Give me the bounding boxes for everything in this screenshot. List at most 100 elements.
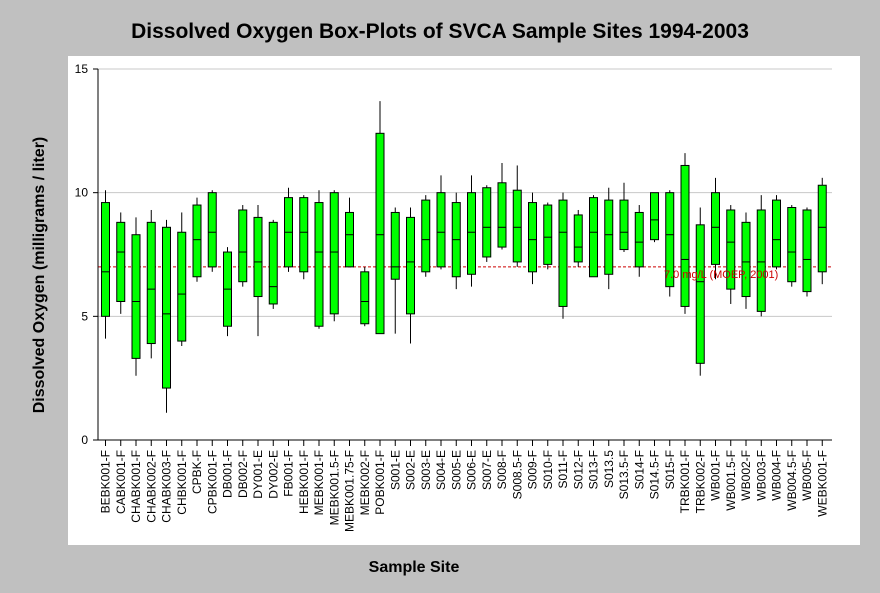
x-axis-title: Sample Site bbox=[369, 559, 460, 576]
y-tick-label: 5 bbox=[81, 309, 88, 323]
y-tick-label: 15 bbox=[75, 62, 89, 76]
box-BEBK001-F bbox=[101, 202, 110, 317]
x-tick-label: WEBK001-F bbox=[815, 450, 829, 517]
x-tick-label: S008-F bbox=[495, 450, 509, 489]
box-CABK001-F bbox=[116, 221, 126, 302]
box-MEBK002-F bbox=[360, 271, 370, 325]
box-WB002-F bbox=[741, 221, 751, 298]
reference-line-label: 7.0 mg/L (MOEP, 2001) bbox=[664, 269, 778, 281]
box-S014.5-F bbox=[650, 192, 659, 241]
x-tick-label: S014-F bbox=[632, 450, 646, 489]
x-tick-label: CHABK002-F bbox=[144, 450, 158, 523]
box-MEBK001.75-F bbox=[345, 211, 354, 268]
box-S009-F bbox=[528, 202, 537, 273]
box-WEBK001-F bbox=[817, 184, 827, 273]
x-tick-label: WB003-F bbox=[754, 450, 768, 501]
box-WB003-F bbox=[756, 209, 766, 312]
x-tick-label: WB001-F bbox=[709, 450, 723, 501]
box-S008.5-F bbox=[512, 189, 522, 263]
chart-title: Dissolved Oxygen Box-Plots of SVCA Sampl… bbox=[131, 20, 749, 43]
box-S014-F bbox=[634, 211, 644, 268]
x-tick-label: DY001-E bbox=[251, 450, 265, 499]
y-axis-title: Dissolved Oxygen (milligrams / liter) bbox=[31, 137, 48, 414]
x-tick-label: S011-F bbox=[556, 450, 570, 488]
x-tick-label: CPBK001-F bbox=[205, 450, 219, 514]
x-tick-label: CHABK003-F bbox=[160, 450, 174, 523]
x-tick-label: DB002-F bbox=[236, 450, 250, 498]
box-DY002-E bbox=[268, 221, 278, 305]
chart-panel bbox=[68, 56, 860, 545]
x-tick-label: HEBK001-F bbox=[297, 450, 311, 514]
box-S013-F bbox=[589, 197, 598, 278]
x-tick-label: S013-F bbox=[587, 450, 601, 489]
x-tick-label: WB004-F bbox=[770, 450, 784, 501]
box-CHABK002-F bbox=[146, 221, 156, 345]
x-tick-label: S002-E bbox=[404, 450, 418, 490]
box-DB002-F bbox=[238, 209, 248, 283]
y-tick-label: 10 bbox=[75, 186, 89, 200]
y-tick-label: 0 bbox=[81, 433, 88, 447]
x-tick-label: WB001.5-F bbox=[724, 450, 738, 511]
box-CPBK-F bbox=[192, 204, 202, 278]
box-WB004-F bbox=[772, 199, 781, 268]
x-tick-label: CHBK001-F bbox=[175, 450, 189, 515]
box-S003-E bbox=[421, 199, 431, 273]
x-tick-label: S012-F bbox=[571, 450, 585, 489]
box-S007-E bbox=[482, 187, 492, 258]
x-tick-label: S007-E bbox=[480, 450, 494, 490]
x-tick-label: TRBK001-F bbox=[678, 450, 692, 513]
box-CHABK001-F bbox=[131, 234, 141, 359]
box-CHBK001-F bbox=[177, 231, 187, 342]
box-DY001-E bbox=[253, 216, 263, 298]
x-tick-label: MEBK001.75-F bbox=[343, 450, 357, 532]
x-tick-label: CPBK-F bbox=[190, 450, 204, 494]
box-S013.5-F bbox=[619, 199, 629, 251]
x-tick-label: S004-E bbox=[434, 450, 448, 490]
x-tick-label: S003-E bbox=[419, 450, 433, 490]
x-tick-label: S009-F bbox=[526, 450, 540, 489]
box-S011-F bbox=[558, 199, 568, 307]
box-S013.5 bbox=[604, 199, 614, 275]
box-S010-F bbox=[543, 204, 553, 265]
x-tick-label: CABK001-F bbox=[114, 450, 128, 514]
box-MEBK001-F bbox=[314, 202, 324, 327]
x-tick-label: S015-F bbox=[663, 450, 677, 489]
box-CPBK001-F bbox=[207, 192, 217, 268]
x-tick-label: S005-E bbox=[449, 450, 463, 490]
box-S006-E bbox=[467, 192, 476, 275]
x-tick-label: S014.5-F bbox=[648, 450, 662, 499]
x-tick-label: MEBK001.5-F bbox=[327, 450, 341, 525]
box-POBK001-F bbox=[375, 132, 385, 335]
x-tick-label: DB001-F bbox=[221, 450, 235, 498]
x-tick-label: S008.5-F bbox=[510, 450, 524, 499]
x-tick-label: S010-F bbox=[541, 450, 555, 489]
x-tick-label: BEBK001-F bbox=[99, 450, 113, 513]
box-S015-F bbox=[665, 192, 675, 288]
box-HEBK001-F bbox=[299, 197, 309, 273]
box-CHABK003-F bbox=[162, 226, 171, 389]
box-S008-F bbox=[497, 182, 507, 248]
box-WB001-F bbox=[711, 192, 720, 265]
x-tick-label: WB005-F bbox=[800, 450, 814, 501]
x-tick-label: S013.5-F bbox=[617, 450, 631, 499]
x-tick-label: POBK001-F bbox=[373, 450, 387, 515]
x-tick-label: DY002-E bbox=[266, 450, 280, 499]
box-WB005-F bbox=[802, 209, 812, 293]
box-S004-E bbox=[436, 192, 446, 268]
x-tick-label: MEBK001-F bbox=[312, 450, 326, 515]
box-S001-E bbox=[390, 211, 400, 280]
box-S002-E bbox=[406, 216, 415, 315]
box-MEBK001.5-F bbox=[329, 192, 339, 315]
x-tick-label: MEBK002-F bbox=[358, 450, 372, 515]
x-tick-label: WB002-F bbox=[739, 450, 753, 501]
x-tick-label: TRBK002-F bbox=[693, 450, 707, 513]
box-WB001.5-F bbox=[726, 209, 736, 290]
box-S012-F bbox=[573, 214, 583, 263]
x-tick-label: S013.5 bbox=[602, 450, 616, 488]
x-tick-label: FB001-F bbox=[282, 450, 296, 497]
box-TRBK002-F bbox=[695, 224, 705, 364]
x-tick-label: WB004.5-F bbox=[785, 450, 799, 511]
